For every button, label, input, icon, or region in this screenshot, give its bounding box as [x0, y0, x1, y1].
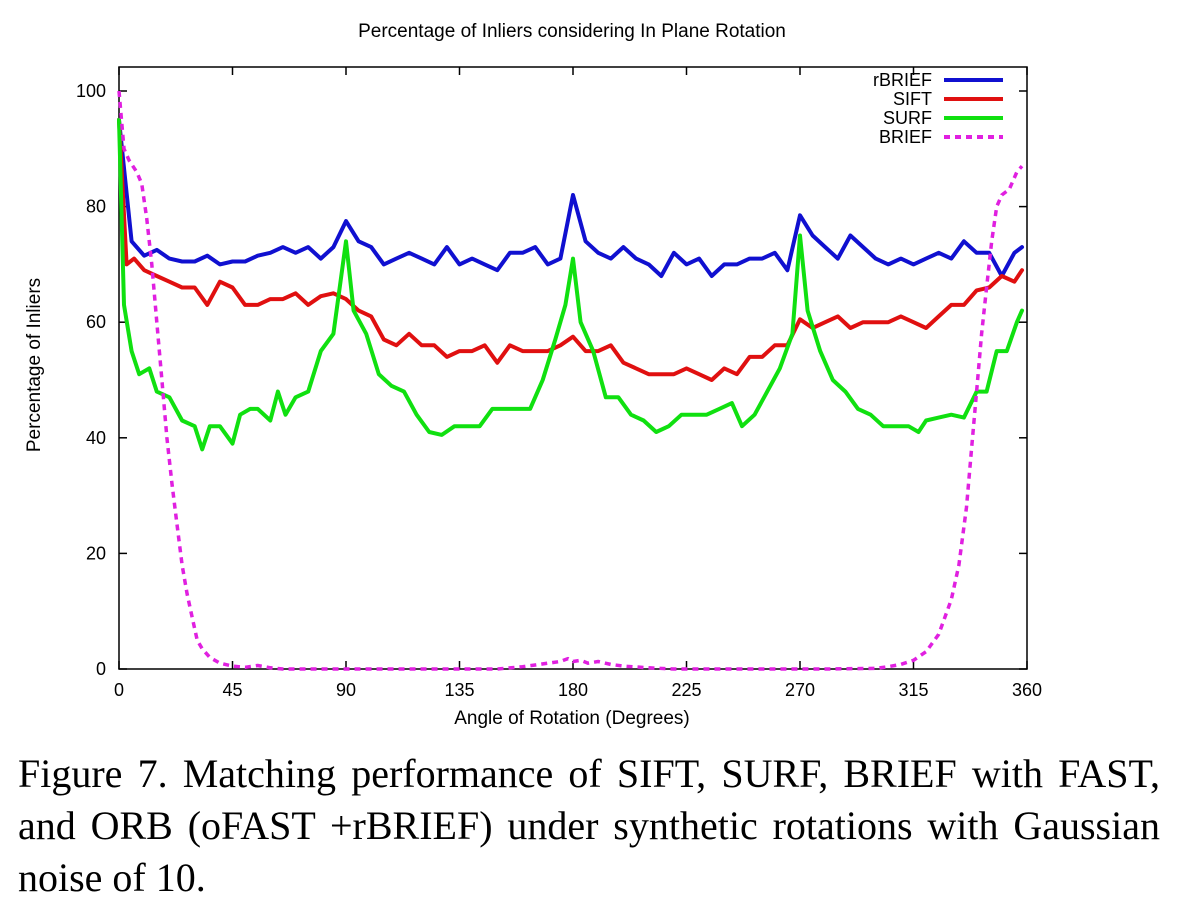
- x-tick-label: 45: [222, 680, 242, 700]
- series-line-rbrief: [117, 117, 1024, 278]
- legend-label-rbrief: rBRIEF: [873, 70, 932, 90]
- x-tick-label: 270: [785, 680, 815, 700]
- figure-caption: Figure 7. Matching performance of SIFT, …: [18, 751, 1160, 900]
- y-tick-label: 0: [96, 659, 106, 679]
- y-axis-label: Percentage of Inliers: [24, 278, 45, 452]
- legend-label-surf: SURF: [883, 108, 932, 128]
- x-tick-label: 180: [558, 680, 588, 700]
- x-tick-label: 315: [898, 680, 928, 700]
- axis-ticks: 0 45 90 135 180 225 270 315 360 0 20 40 60 80 100: [76, 67, 1042, 700]
- series-line-sift: [117, 117, 1024, 382]
- x-tick-label: 360: [1012, 680, 1042, 700]
- legend-label-brief: BRIEF: [879, 127, 932, 147]
- x-tick-label: 0: [114, 680, 124, 700]
- y-tick-label: 80: [86, 197, 106, 217]
- legend-label-sift: SIFT: [893, 89, 932, 109]
- chart-title: Percentage of Inliers considering In Pla…: [358, 21, 786, 42]
- series-lines: [117, 90, 1024, 671]
- x-tick-label: 90: [336, 680, 356, 700]
- y-tick-label: 100: [76, 81, 106, 101]
- y-tick-label: 20: [86, 543, 106, 563]
- y-tick-label: 60: [86, 312, 106, 332]
- plot-frame: [118, 66, 1028, 670]
- y-tick-label: 40: [86, 428, 106, 448]
- series-line-brief: [117, 90, 1024, 671]
- line-chart: Percentage of Inliers considering In Pla…: [24, 21, 1042, 729]
- x-tick-label: 225: [671, 680, 701, 700]
- series-line-surf: [117, 117, 1024, 452]
- x-axis-label: Angle of Rotation (Degrees): [454, 708, 690, 729]
- x-tick-label: 135: [444, 680, 474, 700]
